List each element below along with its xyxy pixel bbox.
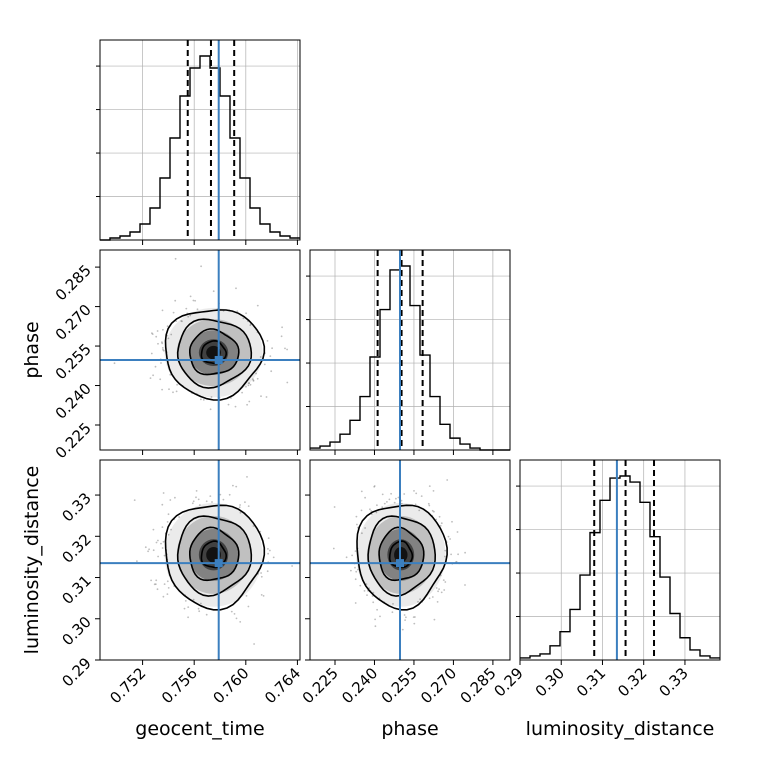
contour-1 (189, 526, 240, 582)
y-tick-label: 0.30 (58, 613, 94, 649)
x-axis-label-luminosity-distance: luminosity_distance (526, 718, 715, 740)
density-level-4 (206, 547, 221, 563)
x-tick-label: 0.270 (417, 664, 460, 707)
x-tick-label: 0.31 (573, 664, 609, 700)
injection-marker (214, 356, 223, 364)
panel-geocent_time-vs-geocent_time (96, 39, 301, 245)
x-tick-label: 0.30 (532, 664, 568, 700)
x-tick-label: 0.752 (106, 664, 149, 707)
x-axis-label-geocent-time: geocent_time (135, 718, 264, 740)
contour-1 (378, 526, 425, 582)
contour-3 (356, 504, 448, 611)
panel-frame (99, 39, 301, 241)
y-tick-label: 0.285 (52, 261, 95, 304)
histogram-phase (310, 265, 510, 451)
panel-frame (99, 249, 301, 451)
y-tick-label: 0.270 (52, 301, 95, 344)
contour-2 (176, 515, 253, 597)
panel-luminosity_distance-vs-geocent_time: 0.752 0.756 0.760 0.764 0.29 0.30 0.31 0.32 0.33 (58, 459, 304, 707)
panel-phase-vs-phase (306, 249, 511, 455)
y-axis-label-phase: phase (21, 321, 43, 378)
contour-3 (164, 504, 266, 611)
y-tick-label: 0.31 (58, 572, 94, 608)
panel-frame (99, 459, 301, 661)
contour-0 (388, 540, 414, 569)
injection-marker (214, 559, 223, 568)
y-tick-label: 0.33 (58, 489, 94, 525)
x-tick-label: 0.33 (655, 664, 691, 700)
x-tick-label: 0.760 (210, 664, 253, 707)
injection-marker (396, 559, 404, 568)
x-tick-label: 0.240 (338, 664, 381, 707)
y-tick-label: 0.225 (52, 419, 95, 462)
x-tick-label: 0.764 (261, 664, 304, 707)
x-tick-label: 0.255 (378, 664, 421, 707)
y-axis-label-luminosity-distance: luminosity_distance (21, 466, 43, 655)
y-tick-label: 0.255 (52, 340, 95, 383)
x-tick-label: 0.32 (614, 664, 650, 700)
contour-2 (367, 515, 437, 597)
contour-3 (164, 309, 266, 401)
x-axis-label-phase: phase (381, 718, 438, 740)
histogram-luminosity_distance (520, 475, 720, 659)
panel-frame (309, 249, 511, 451)
density-level-4 (206, 345, 221, 360)
y-tick-label: 0.240 (52, 380, 95, 423)
y-tick-label: 0.32 (58, 530, 94, 566)
panel-frame (309, 459, 511, 661)
histogram-geocent_time (100, 55, 300, 241)
x-tick-label: 0.29 (490, 664, 526, 700)
contour-1 (189, 328, 240, 376)
panel-frame (519, 459, 721, 661)
contour-2 (176, 318, 253, 389)
x-tick-label: 0.756 (158, 664, 201, 707)
y-tick-label: 0.29 (58, 654, 94, 690)
panel-background (520, 460, 720, 660)
panel-background (100, 40, 300, 240)
x-tick-label: 0.225 (299, 664, 342, 707)
panel-luminosity_distance-vs-luminosity_distance: 0.29 0.30 0.31 0.32 0.33 (490, 459, 721, 700)
